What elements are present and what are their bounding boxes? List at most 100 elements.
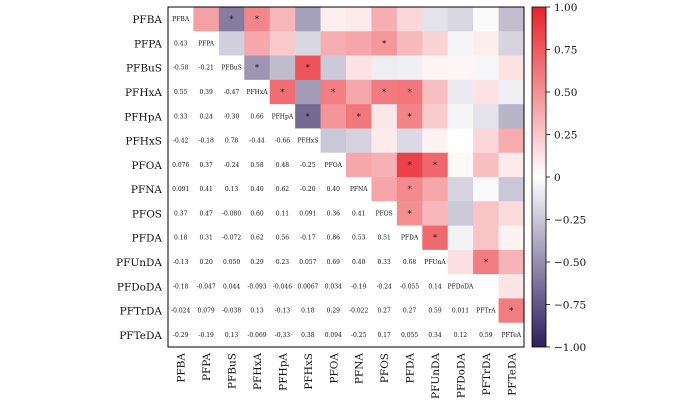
heatmap-cell-PFDoDA-PFOS [371, 274, 398, 299]
significance-marker: * [331, 88, 335, 97]
heatmap-cell-PFTrDA-PFNA [346, 298, 372, 324]
heatmap-cells [168, 7, 525, 348]
diagonal-label: PFBuS [221, 65, 242, 72]
heatmap-cell-PFHxS-PFHpA [269, 128, 296, 154]
significance-marker: * [382, 39, 386, 48]
correlation-value: 0.47 [199, 210, 213, 217]
heatmap-cell-PFTeDA-PFBA [168, 322, 194, 348]
correlation-value: 0.59 [428, 308, 442, 315]
colorbar: 1.00 0.75 0.50 0.25 0 −0.25 −0.50 −0.75 −1.00 [531, 2, 586, 354]
heatmap-cell-PFBuS-PFHpA [269, 55, 296, 81]
row-label: PFTeDA [119, 330, 162, 342]
correlation-value: -0.18 [173, 283, 189, 290]
correlation-value: 0.59 [479, 332, 493, 339]
heatmap-cell-PFDA-PFHxA [244, 225, 271, 251]
correlation-value: -0.25 [300, 162, 316, 169]
column-label: PFBuS [227, 353, 239, 389]
heatmap-cell-PFOS-PFHpA [269, 201, 296, 226]
heatmap-cell-PFDA-PFNA [346, 225, 372, 251]
significance-marker: * [255, 15, 259, 24]
correlation-value: -0.20 [300, 186, 316, 193]
heatmap-cell-PFBA-PFTrDA [473, 7, 499, 32]
correlation-value: 0.31 [199, 235, 212, 242]
heatmap-cell-PFHpA-PFPA [193, 104, 220, 129]
correlation-value: 0.69 [327, 259, 341, 266]
correlation-value: -0.21 [198, 65, 213, 72]
heatmap-cell-PFOA-PFBuS [218, 152, 245, 178]
colorbar-tick-label: −0.50 [554, 257, 586, 269]
heatmap-cell-PFOA-PFNA [346, 152, 372, 178]
heatmap-cell-PFOS-PFOA [320, 201, 347, 226]
correlation-value: -0.44 [249, 138, 265, 145]
colorbar-tick-label: 0 [554, 172, 561, 184]
correlation-value: -0.58 [173, 65, 189, 72]
heatmap-cell-PFHxA-PFBA [168, 79, 194, 105]
row-label: PFDoDA [117, 281, 163, 293]
correlation-value: 0.29 [250, 259, 264, 266]
heatmap-cell-PFBuS-PFPA [193, 55, 220, 81]
correlation-value: -0.66 [275, 138, 291, 145]
correlation-value: -0.24 [224, 162, 240, 169]
heatmap-cell-PFOA-PFBA [168, 152, 194, 178]
correlation-value: -0.093 [247, 283, 266, 290]
correlation-value: 0.41 [352, 210, 365, 217]
heatmap-cell-PFBA-PFBuS [218, 7, 245, 32]
heatmap-cell-PFBuS-PFDoDA [447, 55, 474, 81]
row-label: PFHxS [125, 136, 162, 148]
correlation-value: 0.51 [377, 235, 390, 242]
heatmap-cell-PFTrDA-PFPA [193, 298, 220, 324]
heatmap-cell-PFTeDA-PFHxA [244, 322, 271, 348]
heatmap-cell-PFTrDA-PFHpA [269, 298, 296, 324]
diagonal-label: PFPA [198, 40, 215, 47]
correlation-value: 0.40 [352, 259, 366, 266]
heatmap-cell-PFHxA-PFHxA [244, 79, 271, 105]
column-label: PFDoDA [455, 353, 467, 399]
significance-marker: * [230, 15, 234, 24]
heatmap-cell-PFOS-PFHxS [295, 201, 321, 226]
heatmap-cell-PFTeDA-PFTeDA [498, 322, 525, 348]
heatmap-cell-PFHxS-PFHxS [295, 128, 321, 154]
heatmap-cell-PFNA-PFBuS [218, 177, 245, 202]
heatmap-cell-PFBuS-PFDA [396, 55, 423, 81]
correlation-value: -0.17 [300, 235, 316, 242]
row-label: PFBA [132, 14, 162, 26]
heatmap-cell-PFDoDA-PFHpA [269, 274, 296, 299]
row-label: PFOA [131, 160, 162, 172]
heatmap-cell-PFNA-PFHpA [269, 177, 296, 202]
colorbar-tick-label: 0.25 [554, 130, 577, 142]
correlation-value: -0.055 [400, 283, 419, 290]
correlation-value: -0.47 [224, 89, 240, 96]
heatmap-cell-PFTeDA-PFDoDA [447, 322, 474, 348]
diagonal-label: PFBA [172, 16, 190, 23]
significance-marker: * [509, 307, 513, 316]
heatmap-cell-PFHpA-PFOA [320, 104, 347, 129]
heatmap-cell-PFUnDA-PFNA [346, 249, 372, 275]
colorbar-tick-label: 0.50 [554, 87, 577, 99]
correlation-value: -0.30 [224, 113, 240, 120]
heatmap-cell-PFDA-PFBuS [218, 225, 245, 251]
correlation-value: 0.076 [172, 162, 189, 169]
column-label: PFUnDA [430, 353, 442, 399]
heatmap-cell-PFHxS-PFOA [320, 128, 347, 154]
heatmap-cell-PFUnDA-PFOA [320, 249, 347, 275]
heatmap-cell-PFPA-PFDoDA [447, 31, 474, 56]
correlation-value: 0.079 [198, 308, 215, 315]
column-label: PFPA [201, 353, 213, 381]
heatmap-cell-PFUnDA-PFUnDA [422, 249, 449, 275]
heatmap-cell-PFDoDA-PFNA [346, 274, 372, 299]
heatmap-cell-PFHxA-PFTrDA [473, 79, 499, 105]
correlation-value: 0.13 [250, 308, 264, 315]
heatmap-cell-PFDoDA-PFTeDA [498, 274, 525, 299]
heatmap-cell-PFPA-PFTeDA [498, 31, 525, 56]
row-label: PFTrDA [120, 306, 163, 318]
heatmap-cell-PFBA-PFOA [320, 7, 347, 32]
heatmap-cell-PFBuS-PFOA [320, 55, 347, 81]
column-label: PFOA [328, 353, 340, 384]
heatmap-cell-PFDoDA-PFPA [193, 274, 220, 299]
heatmap-cell-PFUnDA-PFPA [193, 249, 220, 275]
heatmap-cell-PFBA-PFNA [346, 7, 372, 32]
heatmap-cell-PFOA-PFHxS [295, 152, 321, 178]
heatmap-cell-PFTeDA-PFBuS [218, 322, 245, 348]
diagonal-label: PFNA [350, 186, 368, 193]
heatmap-cell-PFNA-PFDoDA [447, 177, 474, 202]
